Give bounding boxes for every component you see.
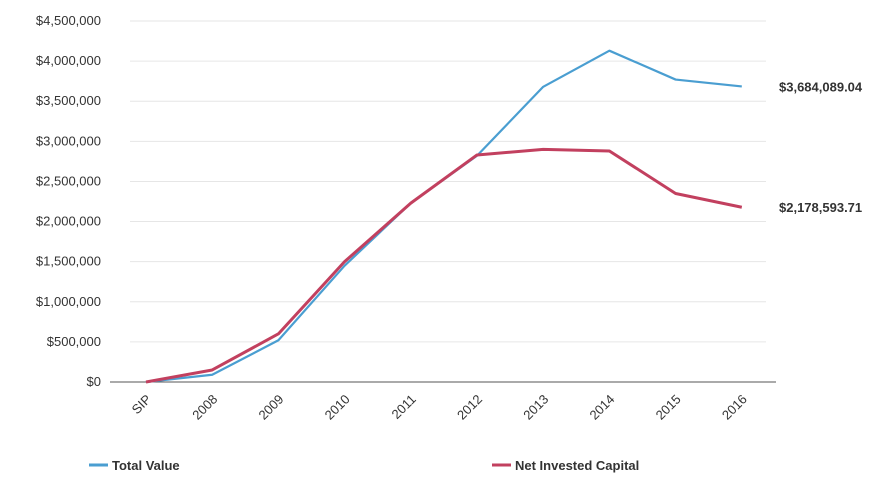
end-labels: $3,684,089.04 $2,178,593.71 <box>779 79 863 215</box>
end-value-label: $2,178,593.71 <box>779 200 862 215</box>
x-tick-label: 2008 <box>189 392 220 423</box>
series-line-net-invested-capital <box>145 147 743 384</box>
y-tick-label: $2,500,000 <box>36 173 101 188</box>
y-tick-label: $0 <box>87 374 101 389</box>
legend-label: Total Value <box>112 458 180 473</box>
y-tick-label: $1,000,000 <box>36 294 101 309</box>
series-line-total-value <box>145 49 742 384</box>
y-tick-label: $500,000 <box>47 334 101 349</box>
x-tick-label: 2009 <box>255 392 286 423</box>
x-tick-label: SIP <box>129 392 154 417</box>
x-tick-label: 2016 <box>719 392 750 423</box>
y-tick-label: $4,500,000 <box>36 13 101 28</box>
x-tick-label: 2014 <box>586 392 617 423</box>
y-tick-label: $2,000,000 <box>36 214 101 229</box>
grid-lines <box>130 20 766 343</box>
y-tick-label: $1,500,000 <box>36 254 101 269</box>
x-axis: SIP 2008 2009 2010 2011 2012 2013 2014 2015 2016 <box>129 392 750 423</box>
legend: Total Value Net Invested Capital <box>89 458 639 473</box>
legend-label: Net Invested Capital <box>515 458 639 473</box>
y-tick-label: $4,000,000 <box>36 53 101 68</box>
series-group <box>145 49 743 384</box>
x-tick-label: 2013 <box>520 392 551 423</box>
x-tick-label: 2010 <box>322 392 353 423</box>
x-tick-label: 2015 <box>653 392 684 423</box>
y-tick-label: $3,000,000 <box>36 133 101 148</box>
y-axis: $0 $500,000 $1,000,000 $1,500,000 $2,000,000… <box>36 13 101 389</box>
x-tick-label: 2011 <box>389 392 419 422</box>
end-value-label: $3,684,089.04 <box>779 79 863 94</box>
y-tick-label: $3,500,000 <box>36 93 101 108</box>
x-tick-label: 2012 <box>454 392 485 423</box>
